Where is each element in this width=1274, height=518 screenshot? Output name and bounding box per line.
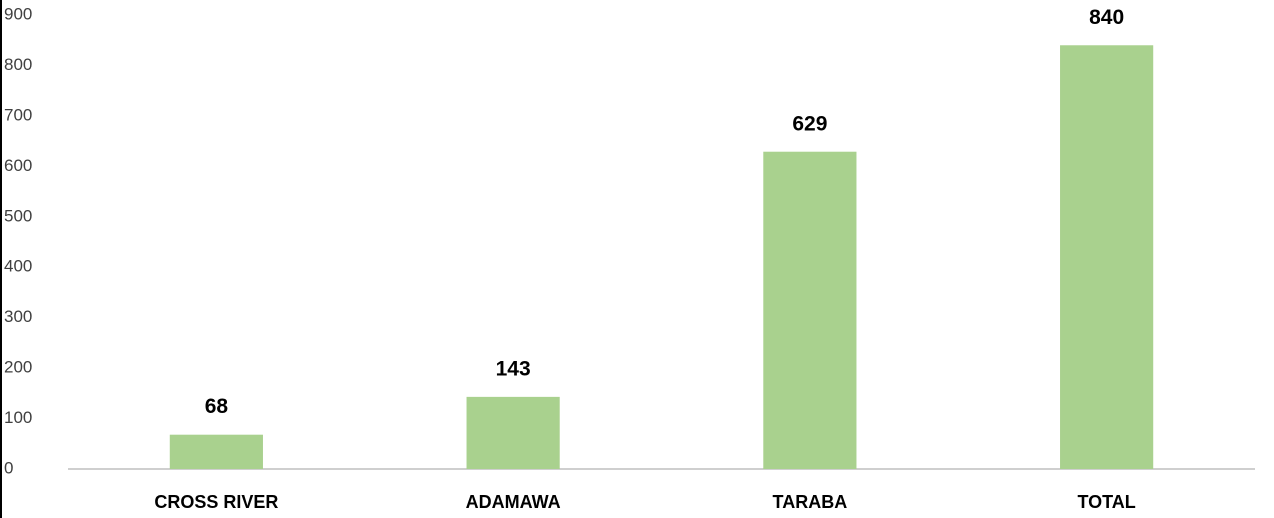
bar (466, 396, 560, 469)
y-tick-label: 400 (4, 257, 32, 276)
y-tick-label: 100 (4, 408, 32, 427)
x-tick-label: TOTAL (1077, 492, 1135, 512)
y-tick-label: 600 (4, 156, 32, 175)
y-tick-label: 700 (4, 105, 32, 124)
bar (763, 151, 857, 469)
y-tick-label: 0 (4, 458, 13, 477)
data-label: 629 (792, 112, 827, 135)
bar (169, 434, 263, 469)
data-label: 143 (496, 357, 531, 380)
x-tick-label: ADAMAWA (466, 492, 561, 512)
data-label: 840 (1089, 6, 1124, 29)
data-label: 68 (205, 395, 229, 418)
x-tick-label: CROSS RIVER (154, 492, 278, 512)
y-tick-label: 900 (4, 4, 32, 23)
x-tick-label: TARABA (773, 492, 848, 512)
y-tick-label: 500 (4, 206, 32, 225)
bar (1060, 45, 1154, 470)
y-tick-label: 300 (4, 307, 32, 326)
y-tick-label: 800 (4, 55, 32, 74)
y-tick-label: 200 (4, 358, 32, 377)
